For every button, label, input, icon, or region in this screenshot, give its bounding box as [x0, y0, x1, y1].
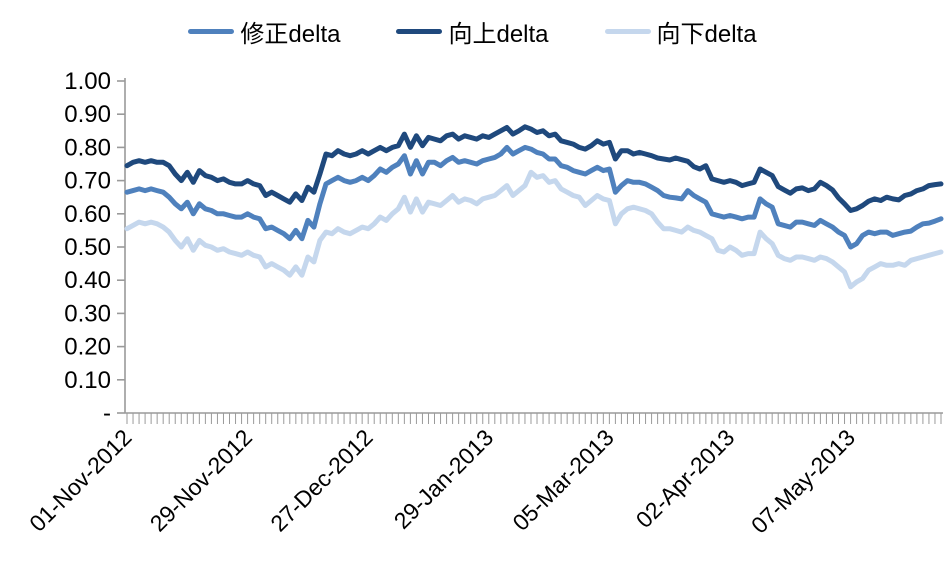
legend-label: 向下delta [656, 21, 757, 48]
legend-line-swatch [188, 29, 235, 34]
y-tick-label: 0.20 [64, 334, 111, 361]
x-axis: 01-Nov-2012 29-Nov-2012 27-Dec-2012 29-Jan-… [24, 412, 943, 538]
y-tick-label: - [103, 400, 111, 427]
x-tick-label: 27-Dec-2012 [265, 424, 377, 536]
legend-line-swatch [396, 29, 443, 34]
x-tick-label: 29-Nov-2012 [145, 424, 257, 536]
x-tick-label: 05-Mar-2013 [507, 424, 619, 536]
x-tick-label: 02-Apr-2013 [631, 424, 740, 533]
legend-line-swatch [604, 29, 651, 34]
legend-item-corrected-delta: 修正delta [188, 14, 340, 49]
y-tick-label: 0.40 [64, 267, 111, 294]
series-line-2 [124, 169, 944, 290]
chart-legend: 修正delta 向上delta 向下delta [0, 14, 945, 49]
legend-label: 修正delta [240, 21, 341, 48]
series-lines [124, 124, 944, 290]
y-tick-label: 1.00 [64, 68, 111, 95]
series-line-0 [124, 144, 944, 250]
y-tick-label: 0.60 [64, 201, 111, 228]
y-tick-label: 0.80 [64, 134, 111, 161]
x-tick-label: 07-May-2013 [746, 424, 860, 538]
y-tick-label: 0.30 [64, 300, 111, 327]
legend-item-up-delta: 向上delta [396, 14, 549, 49]
legend-item-down-delta: 向下delta [604, 14, 757, 49]
series-line-1 [124, 124, 944, 213]
y-tick-label: 0.90 [64, 101, 111, 128]
x-tick-label: 01-Nov-2012 [24, 424, 136, 536]
legend-label: 向上delta [448, 21, 549, 48]
x-tick-label: 29-Jan-2013 [389, 424, 499, 534]
y-tick-label: 0.50 [64, 234, 111, 261]
y-tick-label: 0.10 [64, 367, 111, 394]
y-tick-label: 0.70 [64, 168, 111, 195]
y-axis: 1.00 0.90 0.80 0.70 0.60 0.50 0.40 0.30 0.20 0.10… [64, 68, 126, 427]
